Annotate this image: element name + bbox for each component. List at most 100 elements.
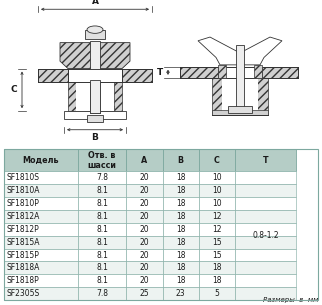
Bar	[212, 110, 268, 115]
Bar	[85, 30, 105, 39]
Text: 18: 18	[176, 174, 185, 182]
Text: 18: 18	[212, 276, 222, 285]
Bar	[38, 69, 68, 81]
Text: SF1815P: SF1815P	[7, 250, 40, 260]
Text: 18: 18	[176, 186, 185, 195]
Bar	[4, 149, 78, 171]
Bar	[163, 184, 199, 197]
Bar	[4, 236, 78, 249]
Bar	[163, 223, 199, 236]
Text: 18: 18	[176, 276, 185, 285]
Text: 12: 12	[212, 212, 222, 221]
Text: 10: 10	[212, 174, 222, 182]
Text: 8.1: 8.1	[96, 276, 108, 285]
Bar	[199, 223, 235, 236]
Bar	[235, 171, 296, 184]
Bar	[235, 197, 296, 210]
Bar	[199, 287, 235, 300]
Bar	[235, 223, 296, 236]
Text: 8.1: 8.1	[96, 250, 108, 260]
Bar	[78, 236, 127, 249]
Bar	[127, 261, 163, 274]
Bar	[4, 197, 78, 210]
Bar	[235, 249, 296, 261]
Text: 20: 20	[140, 186, 149, 195]
Bar	[127, 274, 163, 287]
Bar	[235, 184, 296, 197]
Text: 20: 20	[140, 212, 149, 221]
Bar	[163, 287, 199, 300]
Text: T: T	[263, 156, 268, 165]
Bar	[199, 261, 235, 274]
Text: SF1812A: SF1812A	[7, 212, 40, 221]
Bar	[235, 210, 296, 223]
Text: 0.8-1.2: 0.8-1.2	[252, 231, 279, 240]
Bar	[90, 81, 100, 113]
Bar	[64, 111, 126, 119]
Bar	[122, 69, 152, 81]
Text: Размеры  в  мм: Размеры в мм	[263, 297, 318, 303]
Polygon shape	[198, 37, 238, 65]
Bar	[127, 210, 163, 223]
Bar	[93, 43, 97, 69]
Text: 20: 20	[140, 263, 149, 272]
Text: B: B	[177, 156, 184, 165]
Bar	[163, 171, 199, 184]
Bar	[127, 287, 163, 300]
Text: 10: 10	[212, 199, 222, 208]
Bar	[127, 149, 163, 171]
Bar	[78, 249, 127, 261]
Text: 18: 18	[212, 263, 222, 272]
Bar	[235, 149, 296, 171]
Text: SF1810P: SF1810P	[7, 199, 40, 208]
Text: 18: 18	[176, 238, 185, 247]
Text: 8.1: 8.1	[96, 238, 108, 247]
Bar	[163, 236, 199, 249]
Text: C: C	[10, 85, 17, 94]
Bar	[254, 65, 262, 78]
Bar	[4, 223, 78, 236]
Text: 7.8: 7.8	[96, 289, 108, 298]
Bar	[127, 249, 163, 261]
Text: 20: 20	[140, 174, 149, 182]
Bar	[4, 210, 78, 223]
Bar	[114, 81, 122, 111]
Bar	[228, 106, 252, 113]
Polygon shape	[60, 43, 93, 69]
Bar	[199, 236, 235, 249]
Bar	[163, 274, 199, 287]
Bar	[127, 171, 163, 184]
Polygon shape	[242, 37, 282, 65]
Text: SF1815A: SF1815A	[7, 238, 41, 247]
Bar	[180, 67, 218, 78]
Text: 15: 15	[212, 238, 222, 247]
Text: 8.1: 8.1	[96, 263, 108, 272]
Text: 5: 5	[214, 289, 219, 298]
Bar	[78, 210, 127, 223]
Text: 25: 25	[140, 289, 149, 298]
Bar	[163, 149, 199, 171]
Bar	[78, 149, 127, 171]
Bar	[90, 41, 100, 69]
Bar	[199, 210, 235, 223]
Bar	[235, 261, 296, 274]
Bar	[199, 249, 235, 261]
Text: A: A	[141, 156, 148, 165]
Text: Модель: Модель	[23, 156, 59, 165]
Ellipse shape	[87, 26, 103, 33]
Bar	[163, 261, 199, 274]
Bar	[127, 236, 163, 249]
Text: SF1818A: SF1818A	[7, 263, 40, 272]
Bar	[127, 223, 163, 236]
Bar	[212, 78, 228, 115]
Bar	[78, 184, 127, 197]
Bar	[4, 287, 78, 300]
Text: 8.1: 8.1	[96, 212, 108, 221]
Text: 23: 23	[176, 289, 185, 298]
Text: 8.1: 8.1	[96, 225, 108, 234]
Text: 7.8: 7.8	[96, 174, 108, 182]
Bar	[127, 197, 163, 210]
Bar	[218, 65, 226, 78]
Bar	[4, 261, 78, 274]
Text: 18: 18	[176, 250, 185, 260]
